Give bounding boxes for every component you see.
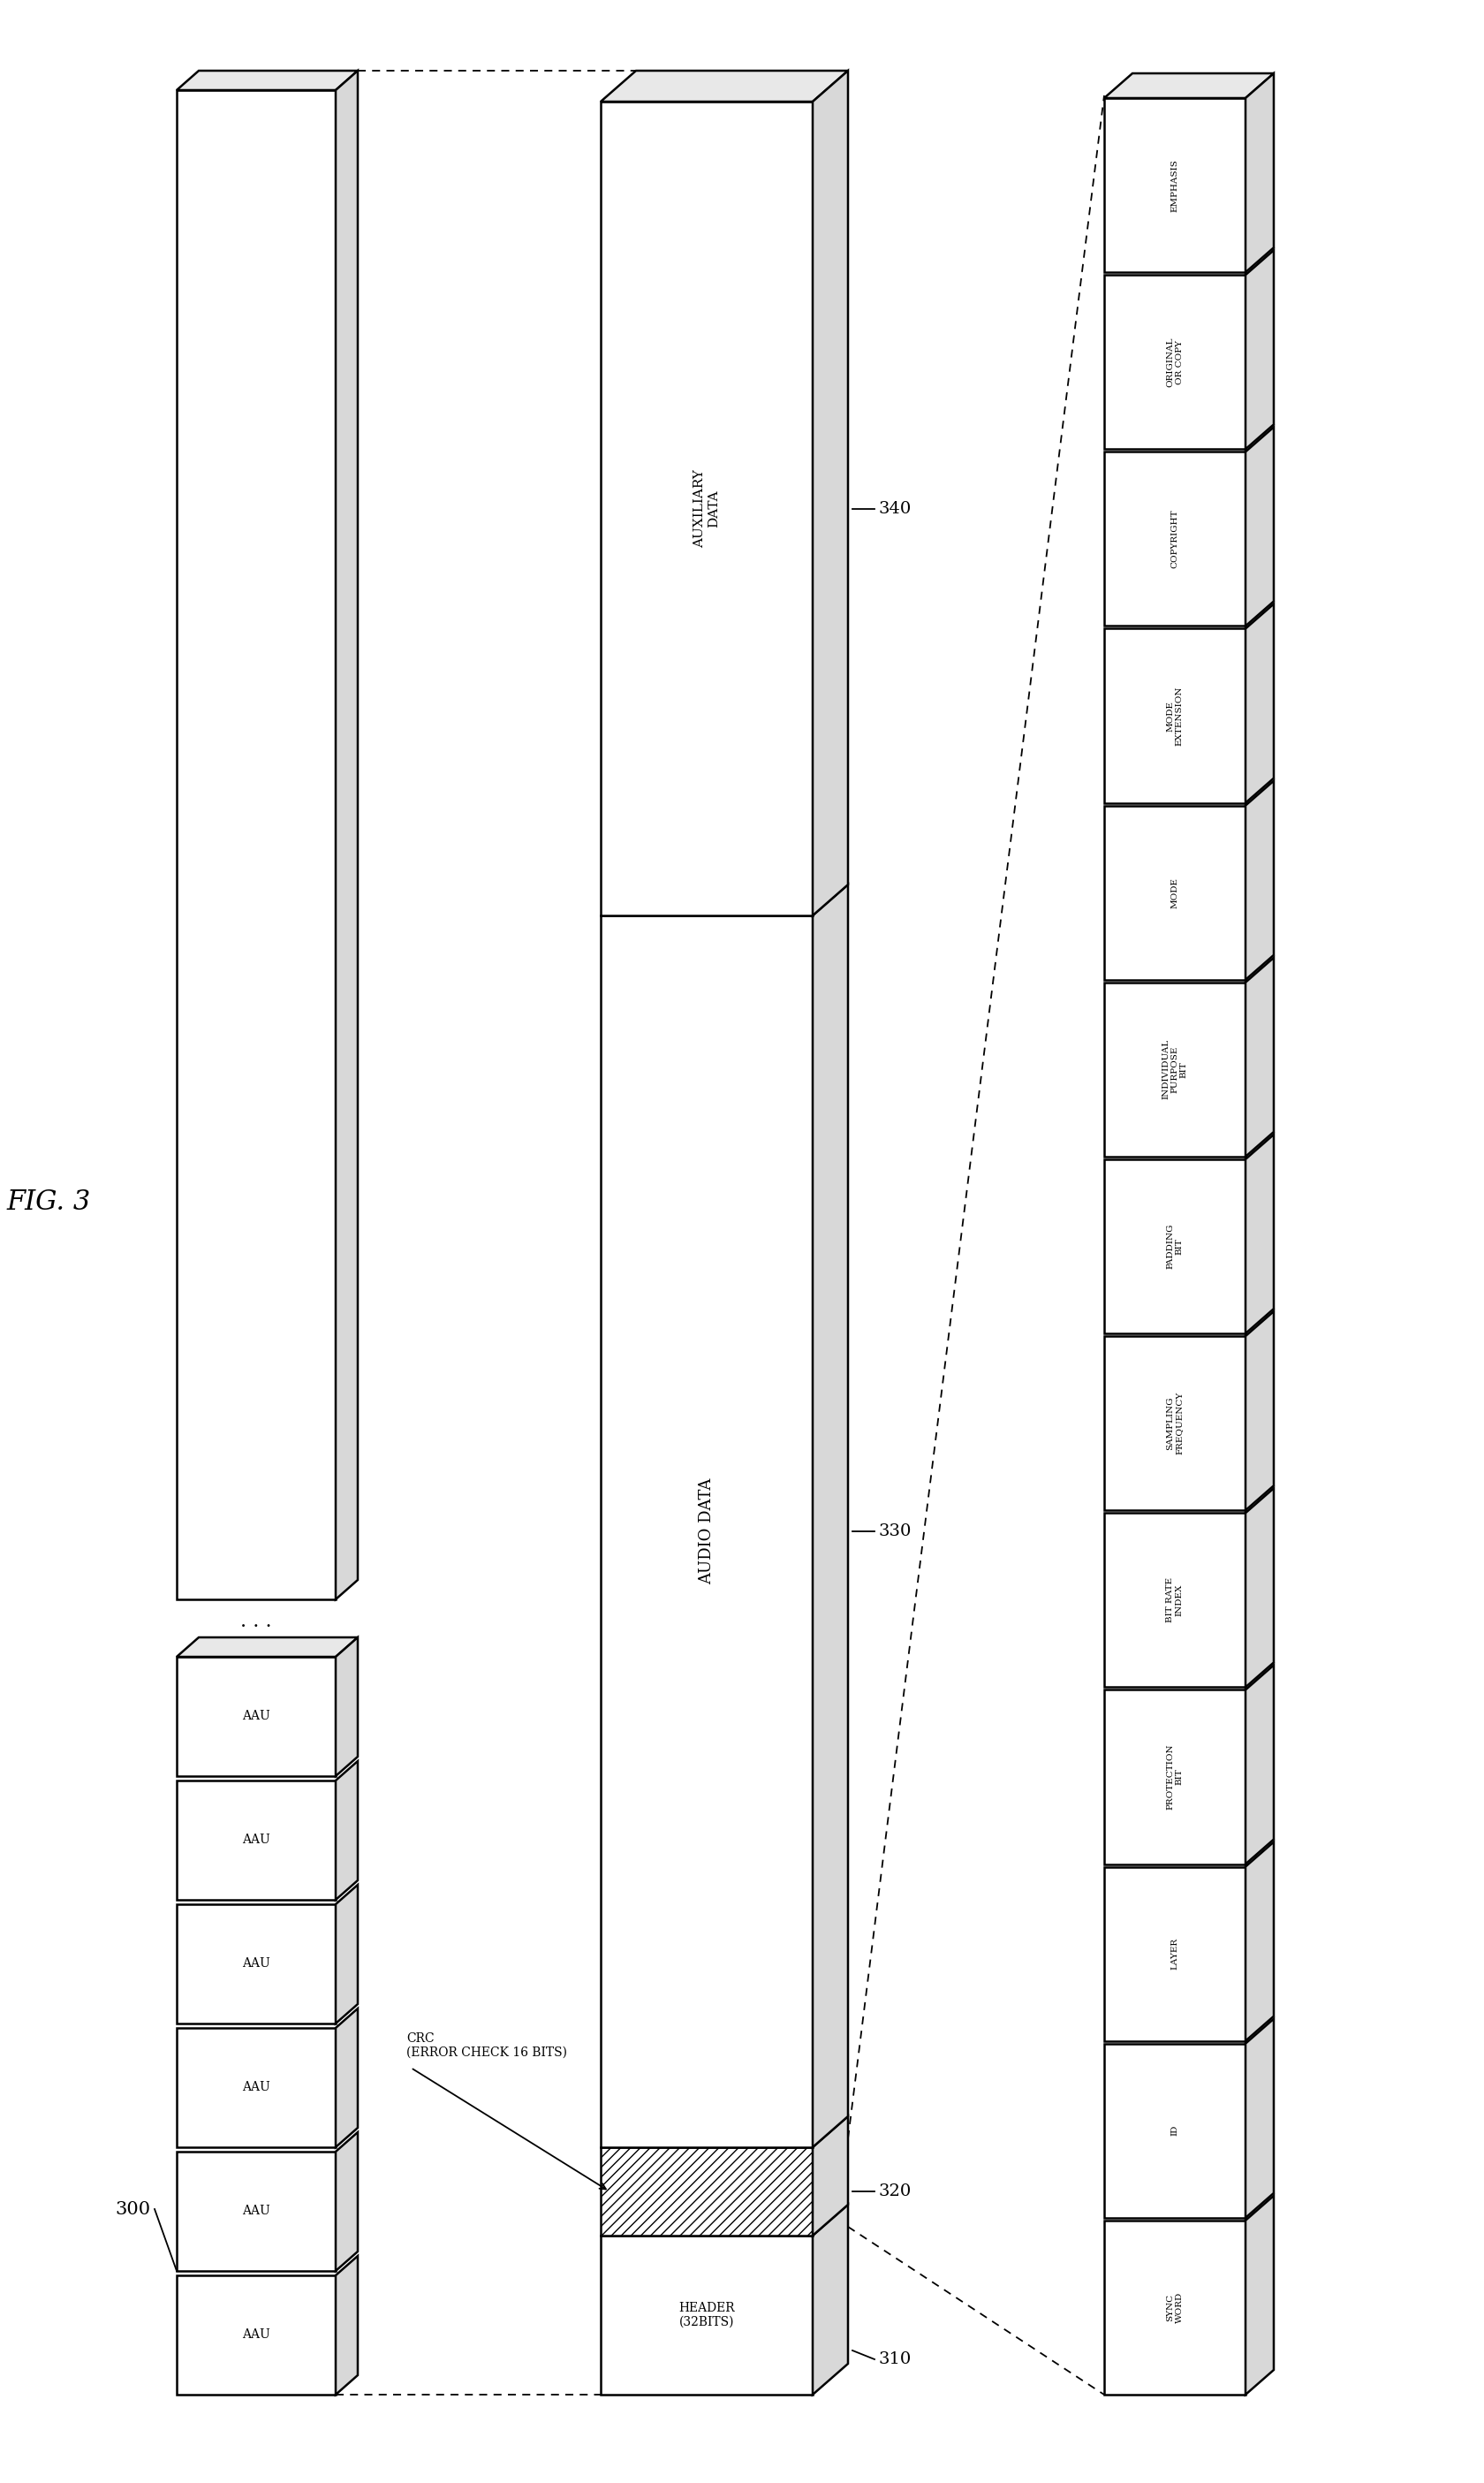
Text: PROTECTION
BIT: PROTECTION BIT [1166, 1743, 1183, 1810]
Polygon shape [177, 2274, 335, 2394]
Text: CRC
(ERROR CHECK 16 BITS): CRC (ERROR CHECK 16 BITS) [407, 2031, 567, 2058]
Text: ORIGINAL
OR COPY: ORIGINAL OR COPY [1166, 338, 1183, 387]
Polygon shape [335, 2133, 358, 2272]
Polygon shape [335, 70, 358, 1599]
Polygon shape [177, 70, 358, 89]
Text: 330: 330 [879, 1525, 913, 1539]
Text: AAU: AAU [242, 1957, 270, 1969]
Polygon shape [1104, 1867, 1245, 2041]
Polygon shape [1245, 1842, 1273, 2041]
Polygon shape [1245, 603, 1273, 802]
Polygon shape [177, 1780, 335, 1899]
Polygon shape [1104, 804, 1245, 981]
Polygon shape [177, 1656, 335, 1775]
Text: FIG. 3: FIG. 3 [6, 1187, 91, 1217]
Text: MODE
EXTENSION: MODE EXTENSION [1166, 685, 1183, 745]
Text: AAU: AAU [242, 2081, 270, 2093]
Text: AAU: AAU [242, 1835, 270, 1847]
Text: 300: 300 [114, 2200, 150, 2217]
Polygon shape [1104, 1160, 1245, 1333]
Text: PADDING
BIT: PADDING BIT [1166, 1224, 1183, 1269]
Text: AUDIO DATA: AUDIO DATA [699, 1477, 715, 1584]
Polygon shape [1245, 2019, 1273, 2217]
Polygon shape [813, 2205, 847, 2394]
Polygon shape [1245, 1666, 1273, 1865]
Polygon shape [1104, 452, 1245, 626]
Text: AAU: AAU [242, 2205, 270, 2217]
Text: AAU: AAU [242, 2329, 270, 2341]
Text: EMPHASIS: EMPHASIS [1171, 159, 1178, 211]
Polygon shape [601, 916, 813, 2148]
Polygon shape [1104, 1691, 1245, 1865]
Polygon shape [1104, 2220, 1245, 2394]
Polygon shape [1104, 1336, 1245, 1510]
Polygon shape [177, 89, 335, 1599]
Text: 310: 310 [879, 2351, 911, 2366]
Polygon shape [1104, 983, 1245, 1157]
Polygon shape [1104, 99, 1245, 273]
Polygon shape [1104, 1512, 1245, 1686]
Polygon shape [177, 1904, 335, 2024]
Text: ID: ID [1171, 2125, 1178, 2135]
Polygon shape [335, 1636, 358, 1775]
Polygon shape [1104, 2044, 1245, 2217]
Text: AAU: AAU [242, 1711, 270, 1723]
Text: MODE: MODE [1171, 876, 1178, 909]
Polygon shape [335, 1760, 358, 1899]
Text: LAYER: LAYER [1171, 1937, 1178, 1969]
Text: 320: 320 [879, 2183, 911, 2200]
Text: SYNC
WORD: SYNC WORD [1166, 2292, 1183, 2324]
Polygon shape [1245, 1487, 1273, 1686]
Polygon shape [335, 1885, 358, 2024]
Text: SAMPLING
FREQUENCY: SAMPLING FREQUENCY [1166, 1393, 1183, 1455]
Polygon shape [1104, 628, 1245, 802]
Polygon shape [601, 102, 813, 916]
Text: AUXILIARY
DATA: AUXILIARY DATA [693, 469, 720, 549]
Polygon shape [177, 1636, 358, 1656]
Polygon shape [601, 2235, 813, 2394]
Polygon shape [335, 2257, 358, 2394]
Polygon shape [813, 884, 847, 2148]
Text: COPYRIGHT: COPYRIGHT [1171, 509, 1178, 569]
Polygon shape [1104, 74, 1273, 99]
Text: HEADER
(32BITS): HEADER (32BITS) [678, 2302, 735, 2329]
Polygon shape [813, 70, 847, 916]
Polygon shape [601, 70, 847, 102]
Polygon shape [1245, 780, 1273, 981]
Polygon shape [1245, 1135, 1273, 1333]
Polygon shape [1245, 427, 1273, 626]
Text: INDIVIDUAL
PURPOSE
BIT: INDIVIDUAL PURPOSE BIT [1162, 1040, 1189, 1100]
Polygon shape [1245, 1311, 1273, 1510]
Polygon shape [601, 2148, 813, 2235]
Polygon shape [335, 2009, 358, 2148]
Polygon shape [813, 2116, 847, 2235]
Polygon shape [177, 2029, 335, 2148]
Polygon shape [1245, 958, 1273, 1157]
Polygon shape [1245, 74, 1273, 273]
Polygon shape [1245, 251, 1273, 449]
Polygon shape [177, 2153, 335, 2272]
Polygon shape [1104, 276, 1245, 449]
Text: 340: 340 [879, 502, 911, 516]
Polygon shape [1245, 2195, 1273, 2394]
Text: BIT RATE
INDEX: BIT RATE INDEX [1166, 1577, 1183, 1624]
Text: . . .: . . . [240, 1611, 272, 1631]
